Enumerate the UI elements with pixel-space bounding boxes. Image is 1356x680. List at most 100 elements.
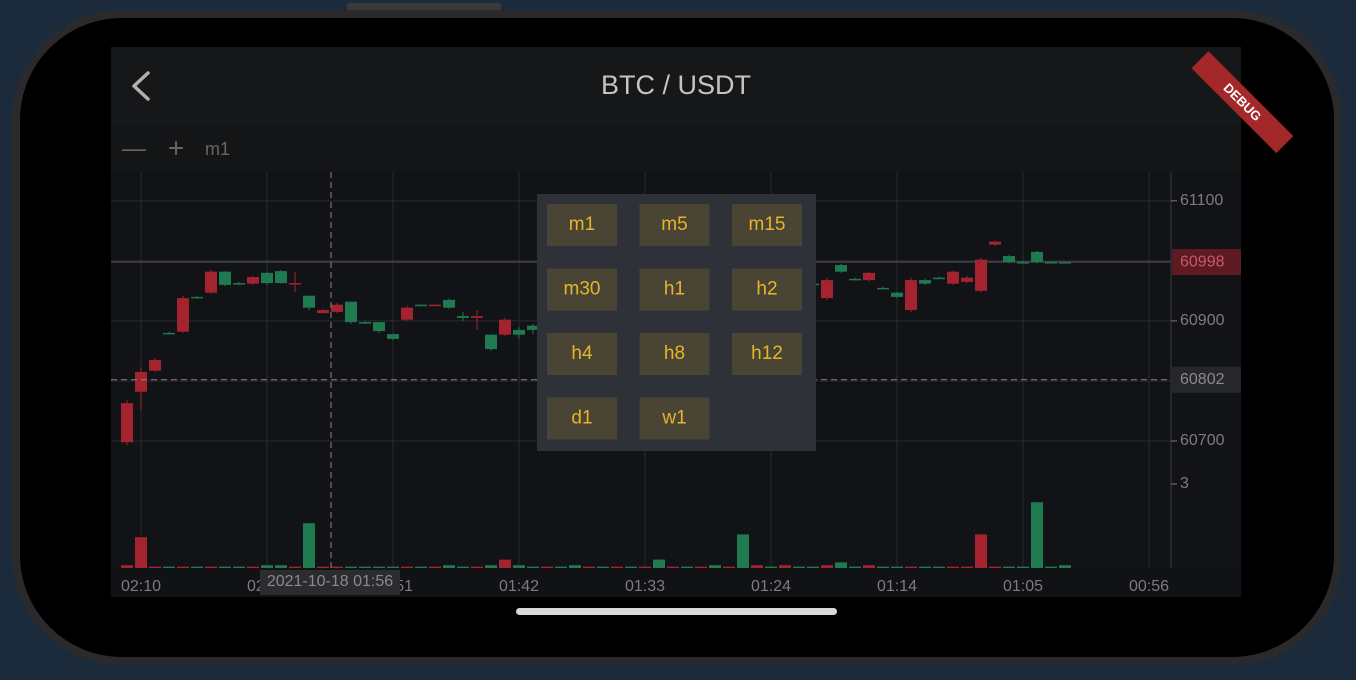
interval-label: m5 xyxy=(661,214,687,235)
candle-body xyxy=(471,316,483,318)
volume-bar xyxy=(219,566,231,568)
candle-body xyxy=(177,298,189,332)
interval-button[interactable] xyxy=(639,397,710,440)
back-button[interactable] xyxy=(132,71,150,101)
volume-bar xyxy=(975,534,987,568)
volume-bar xyxy=(191,566,203,568)
volume-bar xyxy=(863,565,875,568)
interval-button[interactable] xyxy=(732,333,802,375)
interval-label: h4 xyxy=(571,343,593,364)
candle-body xyxy=(989,241,1001,245)
interval-label: d1 xyxy=(571,408,592,429)
interval-label: m1 xyxy=(569,214,595,235)
volume-bar xyxy=(429,566,441,568)
volume-bar xyxy=(513,565,525,568)
volume-bar xyxy=(961,566,973,568)
interval-button[interactable] xyxy=(547,397,617,440)
candle-body xyxy=(1031,251,1043,263)
candle-body xyxy=(205,271,217,293)
volume-bar xyxy=(345,566,357,568)
ribbon xyxy=(1191,51,1294,154)
volume-bar xyxy=(331,566,343,568)
volume-bar xyxy=(639,566,651,568)
candle-body xyxy=(121,403,133,443)
x-tick-label: 01:24 xyxy=(751,578,791,595)
volume-bar xyxy=(373,566,385,568)
volume-bar xyxy=(261,565,273,568)
volume-bar xyxy=(275,565,287,568)
volume-bar xyxy=(149,566,161,568)
volume-bar xyxy=(1003,566,1015,568)
volume-bar xyxy=(905,566,917,568)
candle-body xyxy=(905,280,917,311)
x-tick-label: 01:05 xyxy=(1003,578,1043,595)
volume-bar xyxy=(541,566,553,568)
volume-bar xyxy=(569,565,581,568)
interval-button[interactable] xyxy=(547,268,617,311)
candle-body xyxy=(373,322,385,332)
volume-bar xyxy=(765,566,777,568)
volume-bar xyxy=(779,565,791,568)
interval-label: m15 xyxy=(749,214,786,235)
candle-body xyxy=(191,296,203,299)
volume-bar xyxy=(415,566,427,568)
y-tick-label: 60700 xyxy=(1180,432,1225,449)
interval-button[interactable] xyxy=(639,268,710,311)
interval-menu: m1 m5 m15 m30 h1 h2 h4 h8 h12 d1 w1 xyxy=(537,194,816,451)
volume-bar xyxy=(317,566,329,568)
candle-body xyxy=(1003,256,1015,263)
candle-body xyxy=(499,319,511,335)
volume-bar xyxy=(667,566,679,568)
candle-body xyxy=(275,271,287,284)
app-bar xyxy=(111,47,1241,125)
title: BTC / USDT xyxy=(601,70,751,100)
interval-button[interactable] xyxy=(639,333,710,375)
crosshair-time-tag xyxy=(260,570,400,595)
last-price-label: 60998 xyxy=(1180,253,1225,270)
volume-bar xyxy=(289,566,301,568)
volume-bar xyxy=(989,566,1001,568)
volume-bar xyxy=(933,566,945,568)
interval-button[interactable] xyxy=(547,333,617,375)
volume-bar xyxy=(233,566,245,568)
volume-bar xyxy=(625,566,637,568)
candle-body xyxy=(877,287,889,290)
zoom-out[interactable]: — xyxy=(122,135,146,162)
x-tick-label: 01:14 xyxy=(877,578,917,595)
volume-bar xyxy=(401,566,413,568)
candle-body xyxy=(401,307,413,320)
volume-bar xyxy=(919,566,931,568)
candle-body xyxy=(345,301,357,323)
candle-body xyxy=(485,334,497,350)
volume-bar xyxy=(1059,565,1071,568)
y-tick-label: 60900 xyxy=(1180,312,1225,329)
interval-button[interactable] xyxy=(547,204,617,246)
candle-body xyxy=(457,316,469,318)
crosshair-time: 2021-10-18 01:56 xyxy=(267,573,393,590)
candle-body xyxy=(415,304,427,307)
candle-body xyxy=(317,310,329,314)
candle-body xyxy=(919,280,931,284)
candle-body xyxy=(387,334,399,339)
candle-body xyxy=(891,292,903,297)
volume-bar xyxy=(555,566,567,568)
interval-button[interactable] xyxy=(732,204,802,246)
volume-bar xyxy=(471,566,483,568)
volume-bar xyxy=(807,566,819,568)
candle-body xyxy=(149,359,161,371)
interval-label: h2 xyxy=(756,279,777,300)
interval-label: m30 xyxy=(564,279,601,300)
zoom-in[interactable]: + xyxy=(168,132,184,163)
candle-body xyxy=(303,295,315,308)
interval-button[interactable] xyxy=(639,204,710,246)
interval-toggle[interactable]: m1 xyxy=(205,139,230,159)
volume-bar xyxy=(387,566,399,568)
volume-bar xyxy=(835,562,847,568)
volume-bar xyxy=(583,566,595,568)
volume-bar xyxy=(709,565,721,568)
volume-bar xyxy=(681,566,693,568)
candle-body xyxy=(443,299,455,308)
interval-button[interactable] xyxy=(732,268,802,311)
x-tick-label: 00:56 xyxy=(1129,578,1169,595)
